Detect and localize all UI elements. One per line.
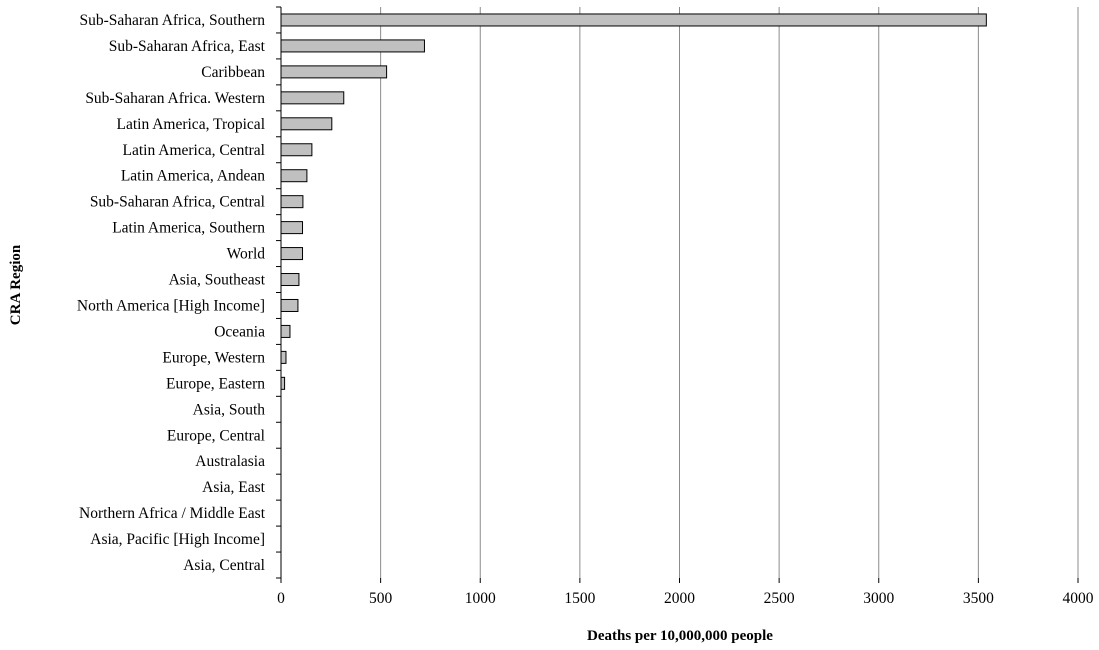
category-label: Sub-Saharan Africa. Western [85, 90, 265, 107]
bar [280, 221, 304, 235]
y-axis-title: CRA Region [8, 244, 24, 325]
bar [280, 91, 345, 105]
x-tick-label: 3500 [963, 590, 994, 607]
x-tick-labels: 0 500 1000 1500 2000 2500 3000 3500 4000 [277, 590, 1094, 607]
gridlines [380, 7, 1079, 578]
x-tick-label: 1000 [465, 590, 496, 607]
category-label: Latin America, Central [123, 142, 265, 159]
category-label: Asia, Central [183, 557, 265, 574]
x-tick-label: 1500 [564, 590, 595, 607]
bar [280, 195, 304, 209]
category-label: Europe, Eastern [166, 375, 265, 392]
category-label: Asia, Pacific [High Income] [90, 531, 265, 548]
bar [280, 350, 287, 364]
category-label: Sub-Saharan Africa, Southern [79, 12, 265, 29]
category-label: Latin America, Tropical [116, 116, 265, 133]
bar [280, 169, 308, 183]
x-tick-label: 500 [369, 590, 393, 607]
category-label: Sub-Saharan Africa, Central [90, 194, 265, 211]
bar [280, 39, 425, 53]
category-label: North America [High Income] [77, 297, 265, 314]
category-label: Asia, South [193, 401, 266, 418]
bar [280, 143, 313, 157]
bar [280, 324, 291, 338]
bar [280, 247, 304, 261]
category-label: Europe, Western [162, 349, 265, 366]
category-label: Asia, East [202, 479, 266, 496]
bar [280, 13, 987, 27]
category-label: Latin America, Southern [112, 220, 265, 237]
x-tick-label: 4000 [1063, 590, 1094, 607]
category-label: Caribbean [201, 64, 265, 81]
bar [280, 65, 388, 79]
bar [280, 376, 286, 390]
category-label: Europe, Central [167, 427, 265, 444]
x-tick-label: 0 [277, 590, 285, 607]
category-labels: Sub-Saharan Africa, Southern Sub-Saharan … [77, 12, 266, 574]
x-axis-title: Deaths per 10,000,000 people [587, 628, 773, 644]
x-tick-label: 2500 [764, 590, 795, 607]
bar [280, 273, 300, 287]
x-tick-label: 3000 [863, 590, 894, 607]
category-label: Latin America, Andean [121, 168, 265, 185]
bars [280, 13, 987, 390]
bar [280, 117, 333, 131]
category-label: Australasia [195, 453, 265, 470]
category-label: Oceania [214, 323, 265, 340]
category-label: Asia, Southeast [169, 272, 266, 289]
axes [276, 6, 1079, 583]
x-tick-label: 2000 [664, 590, 695, 607]
category-label: Sub-Saharan Africa, East [109, 38, 266, 55]
category-label: Northern Africa / Middle East [79, 505, 266, 522]
category-label: World [227, 246, 266, 263]
bar [280, 298, 299, 312]
